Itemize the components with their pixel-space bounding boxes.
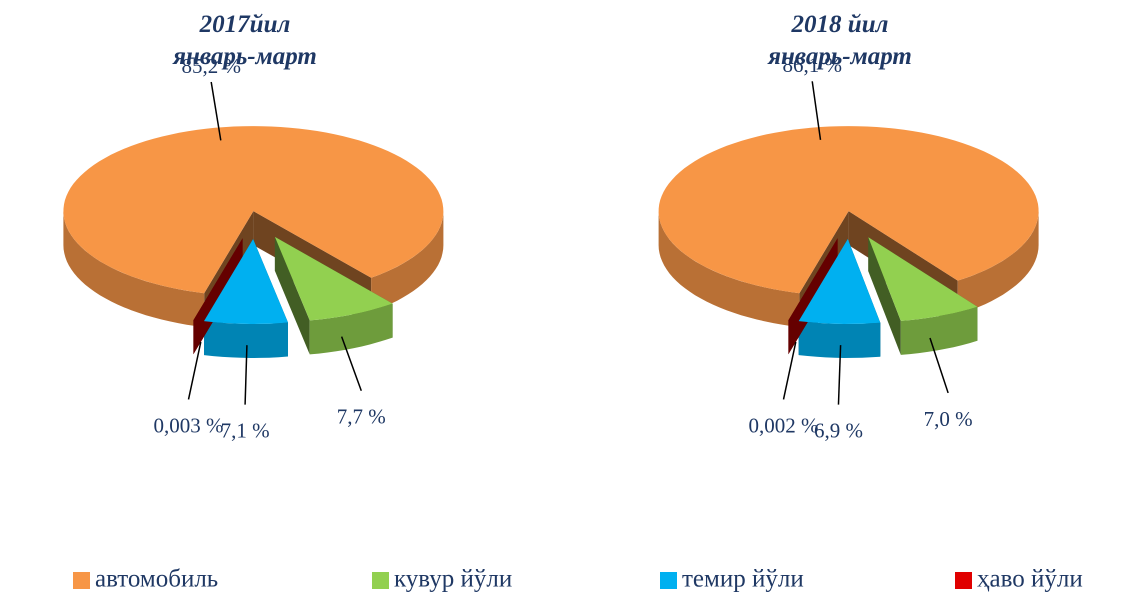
leader-line [837, 345, 842, 405]
slice-side [63, 211, 205, 328]
slice [658, 126, 1039, 294]
data-label: 7,1 % [221, 418, 270, 442]
slice-cut-face [193, 238, 243, 355]
data-label: 86,1 % [782, 53, 842, 77]
chart-title: 2018 йил [791, 11, 889, 38]
slice-cut-face [788, 238, 838, 355]
slice [63, 126, 444, 294]
chart-subtitle: январь-март [172, 43, 317, 70]
data-label: 7,7 % [337, 405, 386, 429]
slice-side [309, 303, 393, 355]
slice-side [957, 211, 1039, 315]
leader-line [340, 336, 362, 392]
slice [798, 239, 881, 324]
leader-line [929, 337, 949, 394]
legend-label: ҳаво йўли [977, 566, 1083, 593]
chart-subtitle: январь-март [767, 43, 912, 70]
chart-title: 2017йил [199, 11, 291, 38]
slice-cut-face [274, 236, 310, 355]
slice [204, 239, 288, 324]
data-label: 0,003 % [154, 413, 224, 437]
slice-side [204, 321, 288, 358]
legend-swatch [372, 572, 389, 589]
data-label: 7,0 % [924, 407, 973, 431]
leader-line [811, 81, 822, 141]
slice-cut-face [868, 237, 901, 355]
legend-label: автомобиль [95, 566, 218, 593]
slice [868, 237, 978, 321]
leader-line [187, 341, 202, 400]
leader-line [244, 345, 248, 405]
legend-label: кувур йўли [394, 566, 512, 593]
legend-swatch [73, 572, 90, 589]
slice-side [798, 321, 881, 358]
legend-swatch [660, 572, 677, 589]
leader-line [210, 81, 222, 141]
slice-side [371, 211, 444, 312]
slice-side [900, 306, 978, 355]
slice-side [658, 211, 800, 328]
data-label: 6,9 % [814, 418, 863, 442]
legend-swatch [955, 572, 972, 589]
data-label: 0,002 % [748, 413, 818, 437]
legend-label: темир йўли [682, 566, 804, 593]
leader-line [782, 341, 797, 400]
slice [274, 236, 393, 321]
data-label: 85,2 % [181, 54, 241, 78]
